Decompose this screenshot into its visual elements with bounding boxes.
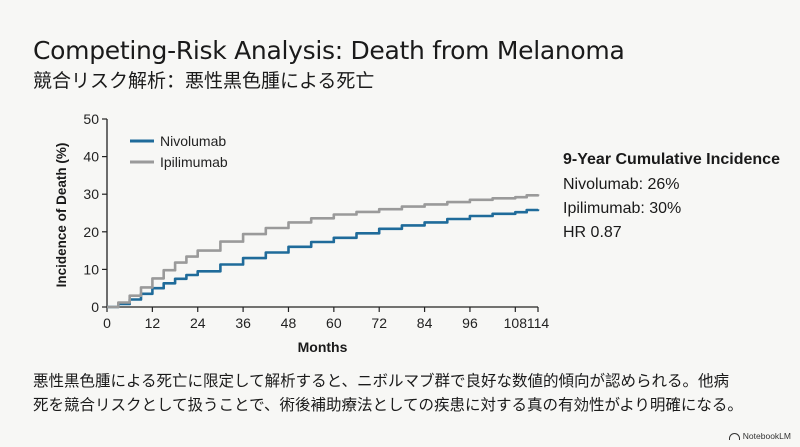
series-line-nivolumab xyxy=(107,208,540,309)
legend-label-nivolumab: Nivolumab xyxy=(160,133,226,149)
brand-logo: NotebookLM xyxy=(728,431,791,441)
y-tick-label: 0 xyxy=(91,299,99,315)
x-tick-label: 0 xyxy=(103,315,111,331)
notebooklm-icon xyxy=(728,432,740,440)
x-tick-label: 72 xyxy=(371,315,387,331)
x-tick-label: 12 xyxy=(145,315,161,331)
y-axis-label: Incidence of Death (%) xyxy=(54,143,69,288)
x-tick-label: 84 xyxy=(417,315,433,331)
x-tick-label: 36 xyxy=(235,315,251,331)
cumulative-incidence-panel: 9-Year Cumulative Incidence Nivolumab: 2… xyxy=(563,151,780,245)
chart-subtitle: 競合リスク解析：悪性黒色腫による死亡 xyxy=(33,70,375,92)
chart-title: Competing-Risk Analysis: Death from Mela… xyxy=(33,36,625,65)
series-line-ipilimumab xyxy=(107,194,540,309)
x-tick-label: 60 xyxy=(326,315,342,331)
x-tick-label: 108 xyxy=(504,315,528,331)
brand-label: NotebookLM xyxy=(742,431,791,441)
caption: 悪性黒色腫による死亡に限定して解析すると、ニボルマブ群で良好な数値的傾向が認めら… xyxy=(33,369,743,417)
stats-ipilimumab: Ipilimumab: 30% xyxy=(563,200,682,217)
stats-nivolumab: Nivolumab: 26% xyxy=(563,176,680,193)
y-tick-label: 30 xyxy=(83,186,99,202)
y-tick-label: 50 xyxy=(83,111,99,127)
caption-line-1: 悪性黒色腫による死亡に限定して解析すると、ニボルマブ群で良好な数値的傾向が認めら… xyxy=(33,372,729,390)
y-tick-label: 40 xyxy=(83,149,99,165)
y-tick-label: 20 xyxy=(83,224,99,240)
x-tick-label: 96 xyxy=(462,315,478,331)
stats-hazard-ratio: HR 0.87 xyxy=(563,224,622,241)
x-tick-label: 114 xyxy=(527,315,550,331)
caption-line-2: 死を競合リスクとして扱うことで、術後補助療法としての疾患に対する真の有効性がより… xyxy=(33,396,743,414)
legend-label-ipilimumab: Ipilimumab xyxy=(160,154,228,170)
x-axis-label: Months xyxy=(298,339,348,355)
x-tick-label: 24 xyxy=(190,315,206,331)
stats-title: 9-Year Cumulative Incidence xyxy=(563,151,780,168)
x-tick-label: 48 xyxy=(281,315,297,331)
y-tick-label: 10 xyxy=(83,261,99,277)
